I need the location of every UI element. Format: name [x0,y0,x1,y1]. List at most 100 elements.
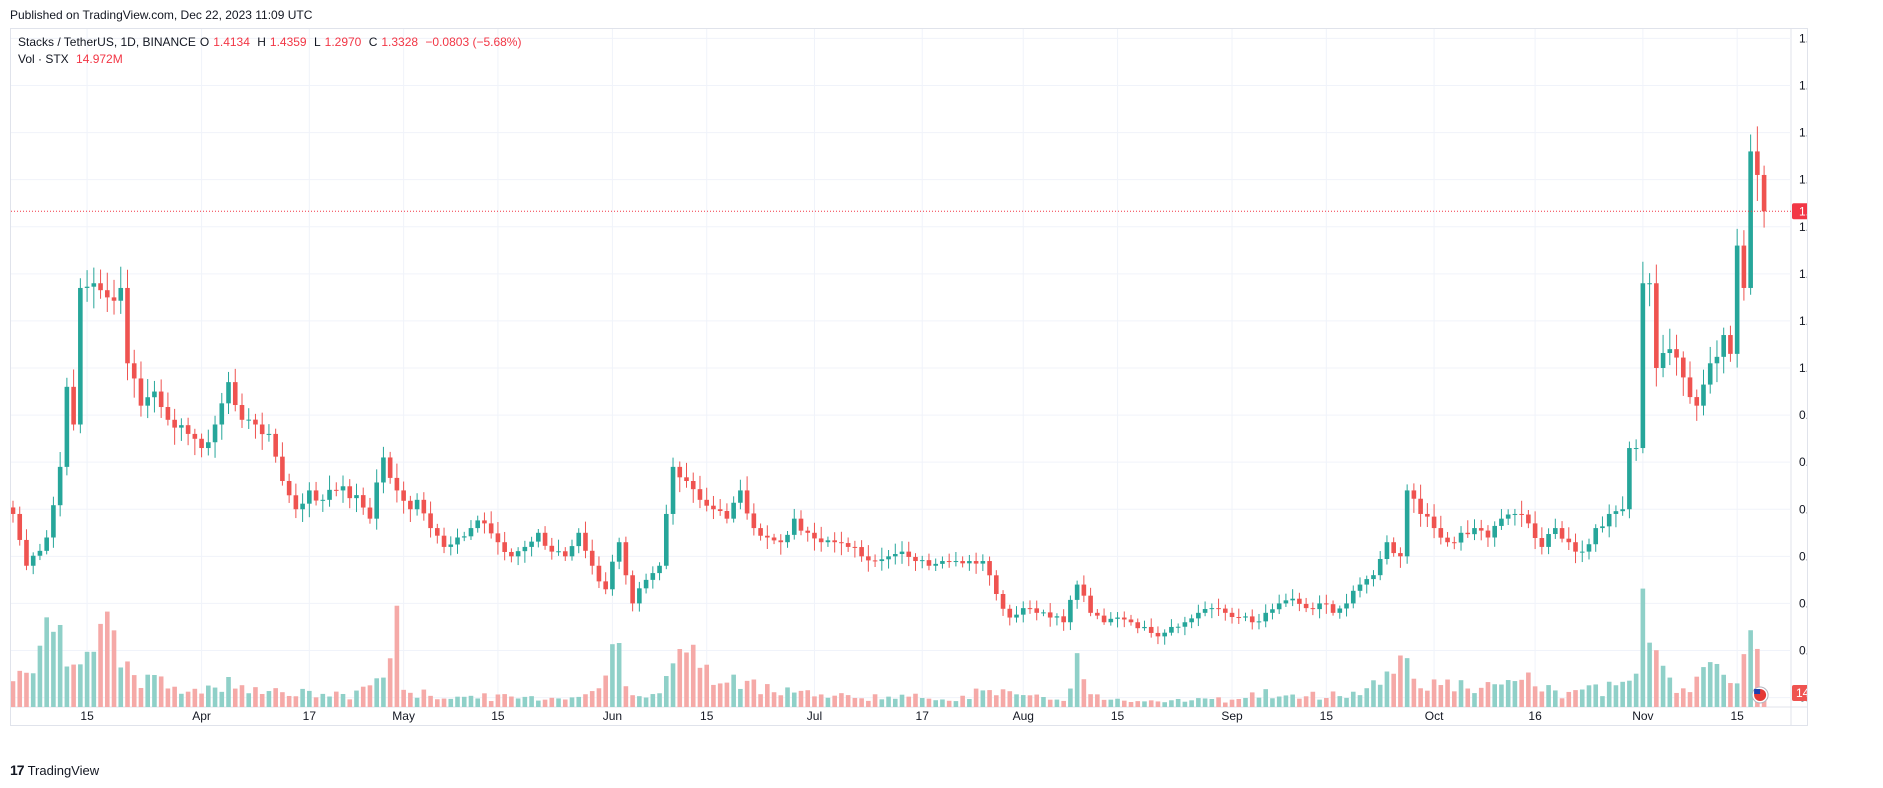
candle-body[interactable] [1734,245,1740,354]
candle-body[interactable] [906,551,912,557]
candle-body[interactable] [78,287,83,425]
candle-body[interactable] [872,560,878,562]
candle-body[interactable] [1404,490,1410,557]
candle-body[interactable] [1492,525,1497,538]
candle-body[interactable] [1000,594,1006,609]
candle-body[interactable] [1196,612,1201,619]
candle-body[interactable] [1398,553,1403,557]
candle-body[interactable] [30,555,36,566]
candle-body[interactable] [502,542,507,552]
footer-brand[interactable]: 17 TradingView [10,762,99,778]
candle-body[interactable] [1088,595,1093,613]
candle-body[interactable] [697,489,703,500]
candle-body[interactable] [51,505,56,538]
candle-body[interactable] [1344,603,1349,609]
candle-body[interactable] [670,466,676,514]
candle-body[interactable] [1216,608,1221,610]
candle-body[interactable] [158,391,164,408]
candle-body[interactable] [232,382,238,406]
candle-body[interactable] [852,546,858,548]
candle-body[interactable] [569,546,575,557]
candle-body[interactable] [785,534,790,543]
candle-body[interactable] [987,561,992,576]
candle-body[interactable] [482,520,487,524]
candle-body[interactable] [428,513,433,529]
candle-body[interactable] [145,397,150,406]
candle-body[interactable] [1532,523,1538,539]
candle-body[interactable] [293,495,299,510]
candle-body[interactable] [1391,542,1396,554]
candle-body[interactable] [771,537,777,541]
candle-body[interactable] [1263,612,1269,622]
candle-body[interactable] [704,499,710,506]
candle-body[interactable] [185,425,191,434]
candle-body[interactable] [1128,619,1134,623]
candle-body[interactable] [17,513,23,540]
candle-body[interactable] [118,287,124,301]
candle-body[interactable] [1539,538,1545,547]
candle-body[interactable] [1324,603,1329,605]
candle-body[interactable] [892,554,898,557]
candle-body[interactable] [1330,604,1336,613]
candle-body[interactable] [1667,349,1673,354]
candle-body[interactable] [623,542,629,576]
candle-body[interactable] [1169,626,1174,633]
candle-body[interactable] [542,532,548,546]
candle-body[interactable] [1350,590,1356,604]
candle-body[interactable] [1707,363,1713,385]
candle-body[interactable] [509,551,514,557]
candle-body[interactable] [495,533,501,543]
candle-body[interactable] [1680,357,1686,378]
candle-body[interactable] [1243,616,1248,618]
candle-body[interactable] [616,542,622,562]
candle-body[interactable] [1155,632,1161,637]
candle-body[interactable] [596,565,602,582]
candle-body[interactable] [259,424,265,435]
candle-body[interactable] [1472,528,1477,535]
candle-body[interactable] [1485,530,1491,538]
candle-body[interactable] [1748,151,1753,288]
chart-frame[interactable]: 1.7000 1.6000 1.5000 1.4000 1.3000 1.2000 1.10… [10,28,1808,726]
candle-body[interactable] [1209,608,1215,610]
candle-body[interactable] [333,489,339,491]
candle-body[interactable] [408,500,413,510]
candle-body[interactable] [340,486,346,491]
candle-body[interactable] [1593,528,1599,545]
candle-body[interactable] [488,523,494,534]
candle-body[interactable] [138,378,144,406]
candle-body[interactable] [731,502,736,519]
candle-body[interactable] [1142,626,1147,629]
candle-body[interactable] [1728,335,1733,354]
candle-body[interactable] [1068,599,1073,623]
candlestick-chart[interactable]: 1.7000 1.6000 1.5000 1.4000 1.3000 1.2000 1.10… [11,29,1807,725]
candle-body[interactable] [1451,542,1457,544]
candle-body[interactable] [684,477,689,481]
candle-body[interactable] [1101,615,1107,623]
candle-body[interactable] [212,424,218,443]
candle-body[interactable] [1660,353,1666,368]
candle-body[interactable] [1121,617,1127,620]
candle-body[interactable] [239,405,245,420]
candle-body[interactable] [104,290,110,298]
candle-body[interactable] [246,419,252,421]
candle-body[interactable] [973,561,979,564]
candle-body[interactable] [1627,448,1632,510]
candle-body[interactable] [131,363,137,379]
candle-body[interactable] [1115,617,1120,619]
candle-body[interactable] [300,503,305,510]
candle-body[interactable] [401,490,406,501]
candle-body[interactable] [953,561,959,563]
candle-body[interactable] [381,457,386,483]
candle-body[interactable] [1377,558,1383,576]
legend-symbol[interactable]: Stacks / TetherUS, 1D, BINANCE [18,35,196,49]
candle-body[interactable] [253,419,258,425]
candle-body[interactable] [1054,616,1060,618]
candle-body[interactable] [603,581,608,590]
candle-body[interactable] [1620,509,1625,512]
candle-body[interactable] [11,507,16,514]
candle-body[interactable] [1761,174,1767,212]
candle-body[interactable] [1337,608,1343,613]
candle-body[interactable] [1633,448,1639,450]
candle-body[interactable] [583,532,588,551]
candle-body[interactable] [1438,528,1444,538]
